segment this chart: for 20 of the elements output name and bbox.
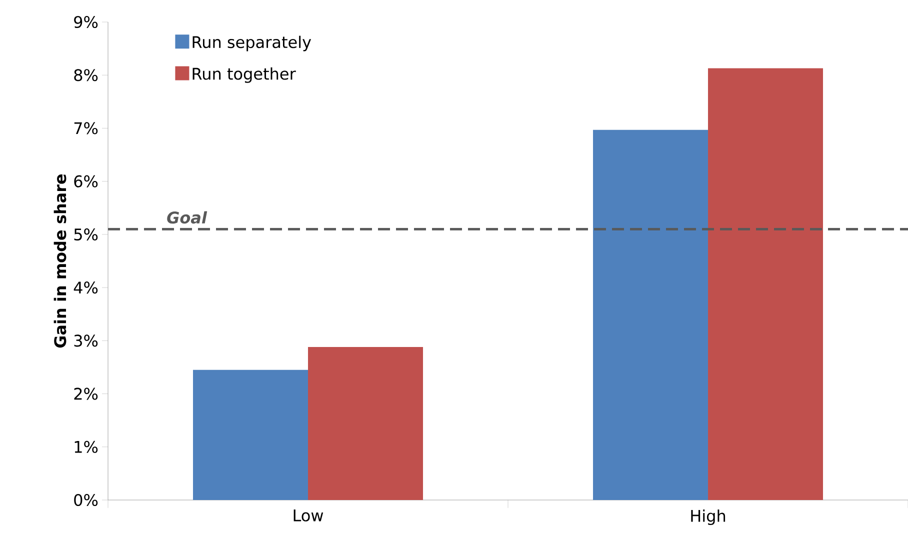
- y-tick-label: 0%: [74, 494, 98, 506]
- y-tick-label: 7%: [74, 122, 98, 134]
- y-tick-label: 9%: [74, 16, 98, 28]
- x-tick-label: High: [691, 510, 726, 526]
- y-tick-label: 5%: [74, 228, 98, 240]
- y-tick-label: 2%: [74, 388, 98, 400]
- x-tick-label: Low: [294, 510, 324, 522]
- y-tick-label: 6%: [74, 175, 98, 188]
- bar: [193, 370, 308, 500]
- bar: [308, 347, 424, 500]
- legend-label: Run separately: [192, 36, 312, 52]
- bar: [593, 130, 708, 500]
- y-tick-label: 8%: [74, 69, 98, 82]
- ref-line-label: Goal: [167, 211, 208, 224]
- y-tick-label: 1%: [74, 440, 98, 453]
- legend-label: Run together: [192, 67, 296, 83]
- y-tick-label: 3%: [74, 334, 98, 347]
- y-axis-title: Gain in mode share: [54, 174, 66, 348]
- y-tick-label: 4%: [74, 282, 98, 294]
- bar: [708, 68, 824, 500]
